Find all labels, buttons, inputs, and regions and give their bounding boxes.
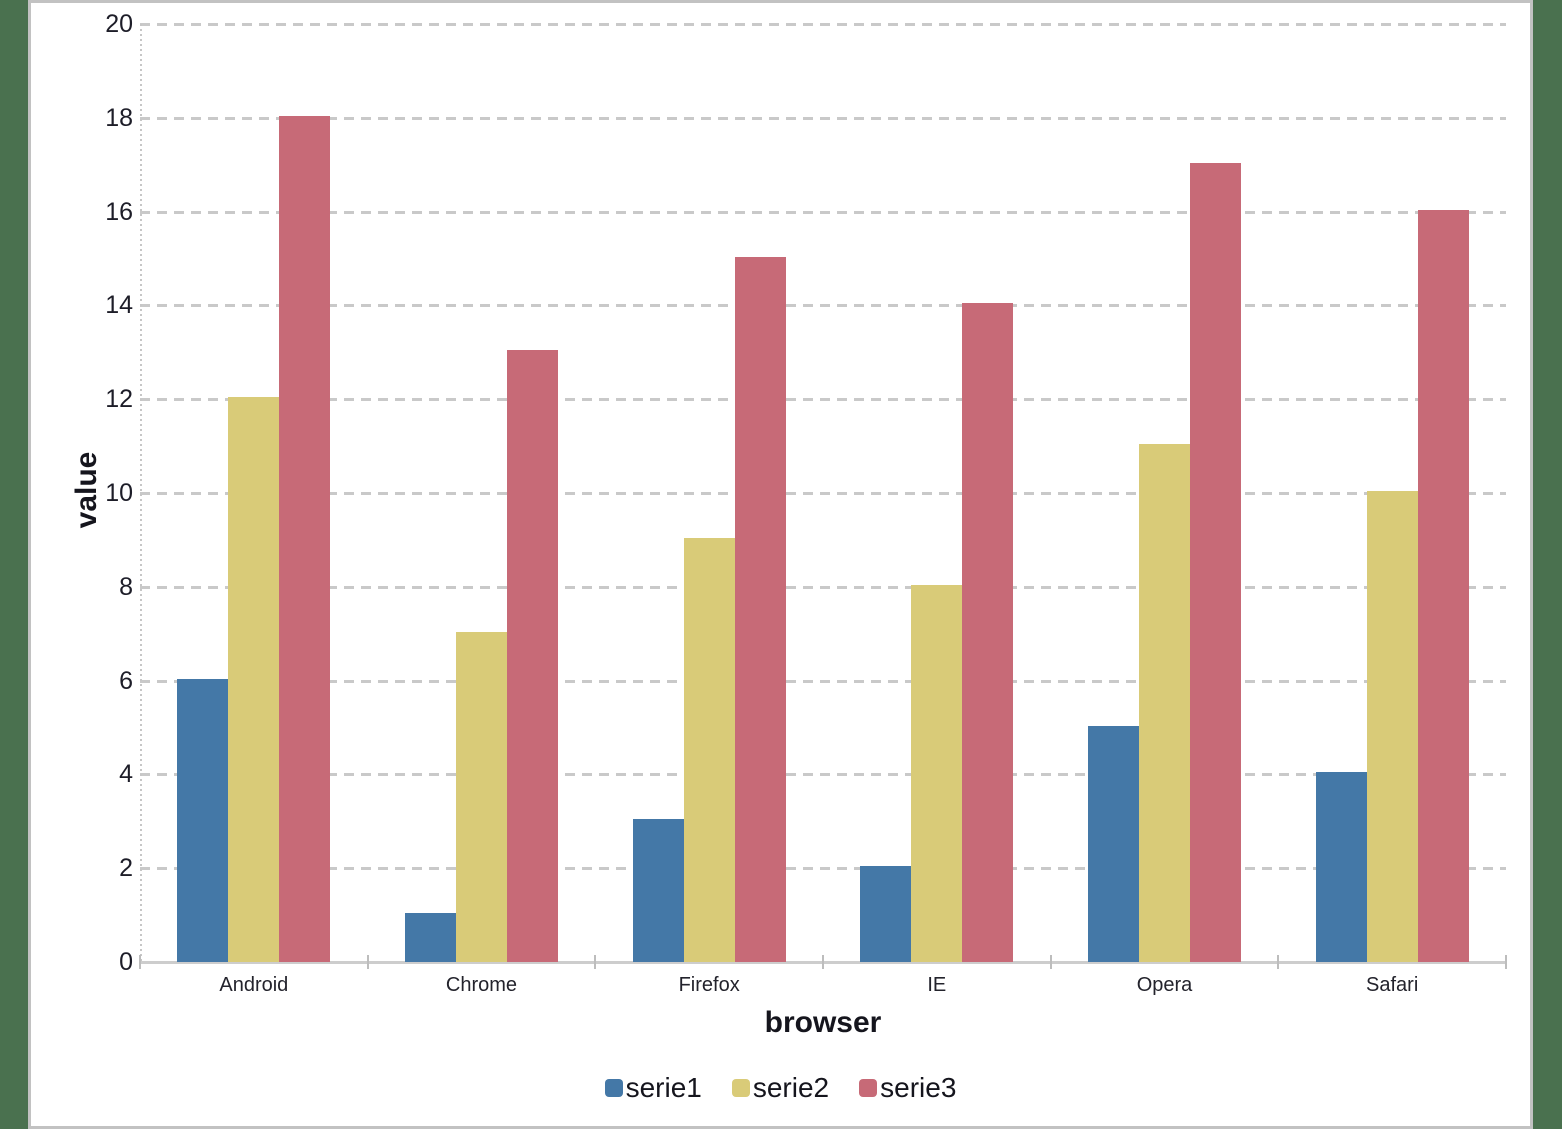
legend-swatch-icon (604, 1079, 623, 1097)
y-tick-label: 14 (105, 291, 133, 320)
y-tick-label: 2 (119, 854, 133, 883)
x-axis-tick (1505, 955, 1507, 969)
bar-serie1-ie (860, 866, 912, 962)
y-tick-label: 18 (105, 103, 133, 132)
gridline-y-10 (140, 492, 1506, 495)
legend: serie1 serie2 serie3 (31, 1066, 1530, 1110)
x-category-label: Firefox (678, 974, 740, 996)
bar-serie3-android (279, 115, 331, 962)
x-category-label: Android (219, 974, 289, 996)
y-tick-label: 6 (119, 666, 133, 695)
bar-serie3-opera (1190, 162, 1241, 962)
x-category-label: Opera (1136, 974, 1193, 996)
x-axis-tick (366, 955, 369, 969)
bar-serie2-chrome (456, 631, 507, 962)
legend-swatch-icon (859, 1079, 878, 1097)
gridline-y-16 (140, 210, 1506, 214)
legend-item-serie2: serie2 (731, 1071, 830, 1105)
gridline-y-14 (140, 304, 1506, 308)
y-tick-label: 10 (105, 479, 133, 507)
bar-serie3-chrome (507, 350, 558, 962)
bar-serie1-safari (1315, 772, 1367, 962)
x-axis-tick (1277, 955, 1280, 969)
gridline-y-8 (140, 585, 1506, 589)
y-tick-label: 12 (105, 385, 133, 414)
bar-serie1-chrome (405, 913, 456, 962)
bar-serie2-opera (1139, 444, 1190, 962)
x-category-label: Chrome (445, 974, 518, 996)
x-axis-tick (822, 955, 824, 969)
y-tick-label: 4 (119, 760, 133, 789)
legend-item-serie3: serie3 (859, 1071, 956, 1105)
legend-item-serie1: serie1 (604, 1071, 702, 1105)
gridline-y-12 (140, 398, 1506, 402)
bar-serie2-safari (1366, 491, 1418, 962)
legend-label: serie2 (752, 1072, 830, 1103)
gridline-y-20 (140, 23, 1506, 26)
legend-label: serie1 (625, 1072, 702, 1103)
legend-swatch-icon (731, 1079, 750, 1097)
bar-serie2-firefox (683, 537, 735, 962)
x-axis-tick (1049, 955, 1052, 969)
bar-serie1-android (177, 678, 229, 962)
bar-serie1-opera (1088, 725, 1139, 962)
gridline-y-4 (140, 773, 1506, 777)
gridline-y-18 (140, 116, 1506, 120)
bar-serie3-firefox (734, 256, 786, 962)
x-axis-tick (139, 955, 141, 969)
y-axis-line (140, 24, 142, 962)
x-category-label: IE (927, 974, 947, 996)
y-tick-label: 0 (119, 948, 133, 976)
bar-serie2-android (228, 397, 280, 962)
bar-serie1-firefox (632, 819, 684, 962)
gridline-y-2 (140, 867, 1506, 871)
x-axis-title: browser (764, 1006, 882, 1039)
x-category-label: Safari (1366, 974, 1419, 996)
x-axis-tick (594, 955, 597, 969)
gridline-y-6 (140, 679, 1506, 683)
y-tick-label: 20 (105, 10, 133, 38)
legend-label: serie3 (880, 1072, 957, 1103)
y-tick-label: 8 (119, 572, 133, 601)
y-tick-label: 16 (105, 197, 133, 226)
bar-serie3-safari (1417, 209, 1469, 962)
bar-serie2-ie (911, 584, 963, 962)
bar-serie3-ie (962, 303, 1014, 962)
